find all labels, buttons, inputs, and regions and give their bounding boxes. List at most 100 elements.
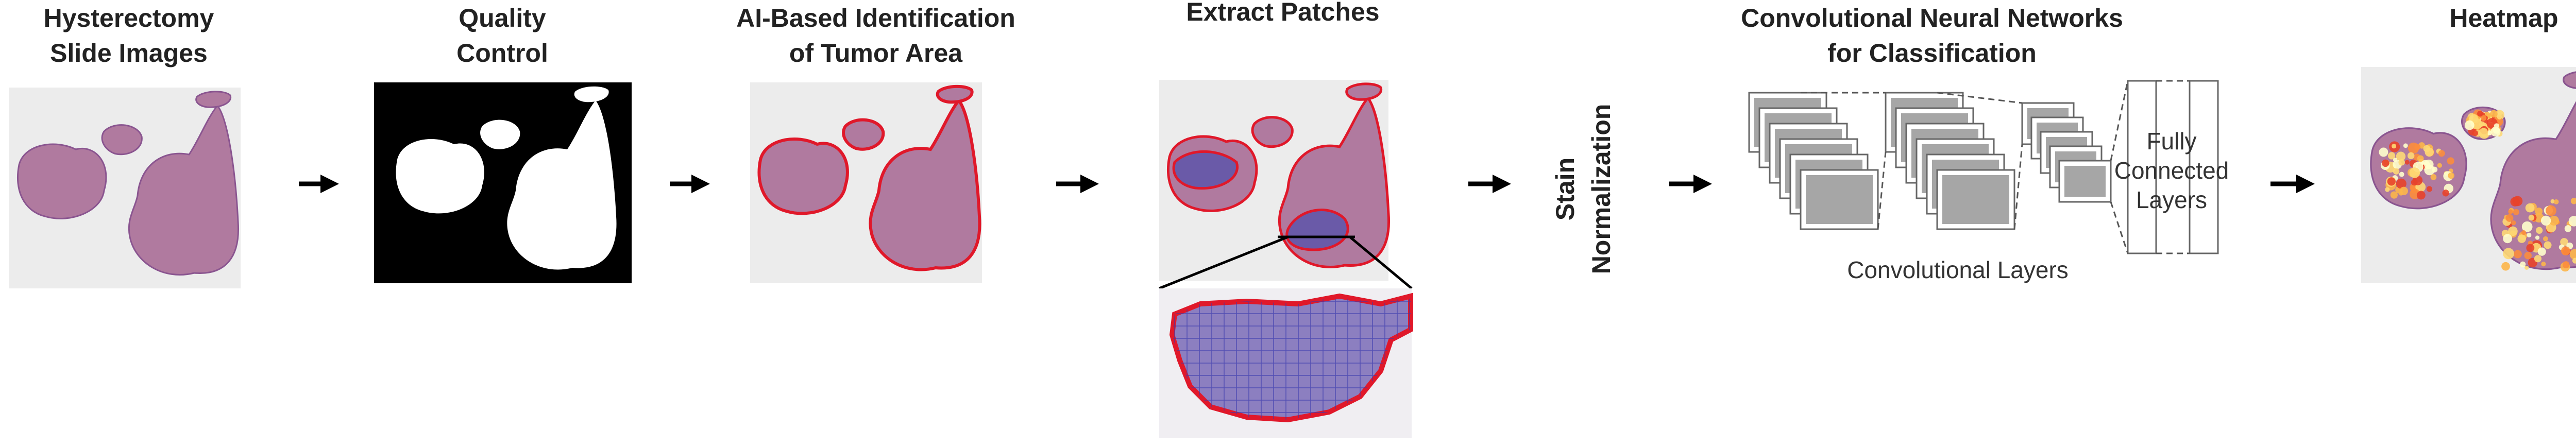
hotspot	[2535, 235, 2540, 240]
hotspot	[2477, 110, 2483, 117]
hotspot	[2505, 214, 2514, 222]
hotspot	[2560, 238, 2568, 246]
hotspot	[2527, 232, 2532, 237]
hotspot	[2381, 159, 2389, 167]
hotspot	[2407, 152, 2415, 160]
hotspot	[2385, 187, 2390, 192]
step-title: Extract Patches	[1186, 0, 1379, 26]
zoom-inset	[1159, 235, 1413, 438]
hotspot	[2480, 115, 2487, 121]
hotspot	[2399, 171, 2404, 177]
step-titles: Hysterectomy Slide Images Quality Contro…	[44, 0, 2558, 274]
hotspot	[2540, 215, 2551, 226]
hotspot	[2490, 126, 2501, 137]
feature-map-fill	[1942, 175, 2009, 224]
hotspot	[2528, 214, 2535, 221]
hotspot	[2442, 190, 2449, 197]
hotspot	[2392, 144, 2397, 149]
fc-layer	[2127, 80, 2157, 254]
hotspot	[2426, 186, 2433, 192]
step-title: Quality	[459, 4, 546, 32]
hotspot	[2409, 167, 2420, 178]
hotspot	[2408, 142, 2419, 154]
hotspot	[2569, 249, 2576, 260]
step-title: of Tumor Area	[789, 39, 963, 67]
feature-map-fill	[1806, 175, 1873, 224]
hotspot	[2553, 199, 2559, 204]
hotspot	[2561, 246, 2570, 255]
hotspot	[2497, 114, 2502, 119]
hotspot	[2393, 158, 2398, 162]
hotspot	[2521, 230, 2527, 235]
connector	[2110, 201, 2129, 254]
step-title: for Classification	[1827, 39, 2037, 67]
step-title: Hysterectomy	[44, 4, 214, 32]
tumor-image	[750, 82, 982, 283]
hotspot	[2562, 261, 2570, 268]
hotspot	[2568, 216, 2576, 227]
hotspot	[2524, 251, 2532, 260]
hotspot	[2537, 247, 2546, 256]
heatmap-image	[2361, 67, 2576, 283]
hotspot	[2398, 159, 2405, 166]
hotspot	[2550, 199, 2555, 204]
hotspot	[2393, 168, 2400, 175]
hotspot	[2510, 197, 2520, 207]
patch-image	[1159, 80, 1389, 281]
mask-image	[374, 82, 632, 283]
hotspot	[2387, 152, 2396, 160]
hotspot	[2399, 186, 2408, 195]
hotspot	[2403, 143, 2408, 148]
hotspot	[2544, 241, 2552, 249]
connector	[1877, 151, 1887, 230]
step-title: Slide Images	[50, 39, 208, 67]
hotspot	[2572, 258, 2576, 264]
fc-layer	[2189, 80, 2219, 254]
step-title: AI-Based Identification	[736, 4, 1015, 32]
connector	[1937, 92, 2023, 104]
hotspot	[2416, 191, 2426, 200]
cnn-diagram	[1748, 80, 2219, 254]
step-title: Heatmap	[2449, 4, 2558, 32]
hotspot	[2536, 227, 2543, 234]
hotspot	[2448, 172, 2454, 179]
hotspot	[2570, 198, 2576, 204]
hotspot	[2541, 261, 2546, 267]
step-title: Stain	[1551, 158, 1580, 220]
feature-map-fill	[2064, 166, 2106, 197]
hotspot	[2437, 163, 2442, 168]
connector	[2110, 80, 2129, 161]
step-title: Normalization	[1587, 104, 1616, 275]
hotspot	[2513, 250, 2522, 259]
hotspot	[2524, 265, 2529, 270]
hotspot	[2526, 244, 2535, 252]
hotspot	[2417, 155, 2424, 162]
hotspot	[2479, 128, 2488, 137]
hotspot	[2513, 209, 2519, 215]
hotspot	[2430, 174, 2437, 180]
hotspot	[2519, 261, 2526, 268]
hotspot	[2425, 147, 2434, 157]
hotspot	[2564, 225, 2572, 232]
hotspot	[2387, 177, 2396, 186]
fc-label: Connected	[2114, 157, 2229, 184]
hotspot	[2464, 120, 2475, 130]
slide-image	[9, 88, 241, 288]
hotspot	[2503, 234, 2513, 244]
hotspot	[2525, 203, 2535, 213]
hotspot	[2486, 130, 2492, 135]
hotspot	[2546, 205, 2556, 216]
hotspot	[2447, 157, 2454, 165]
hotspot	[2396, 151, 2406, 161]
hotspot	[2534, 255, 2542, 263]
hotspot	[2549, 215, 2559, 226]
step-title: Control	[456, 39, 548, 67]
hotspot	[2517, 234, 2527, 243]
hotspot	[2511, 220, 2516, 226]
conv-label: Convolutional Layers	[1847, 256, 2069, 283]
hotspot	[2404, 160, 2410, 165]
fc-label: Layers	[2136, 186, 2207, 213]
hotspot	[2501, 262, 2510, 271]
